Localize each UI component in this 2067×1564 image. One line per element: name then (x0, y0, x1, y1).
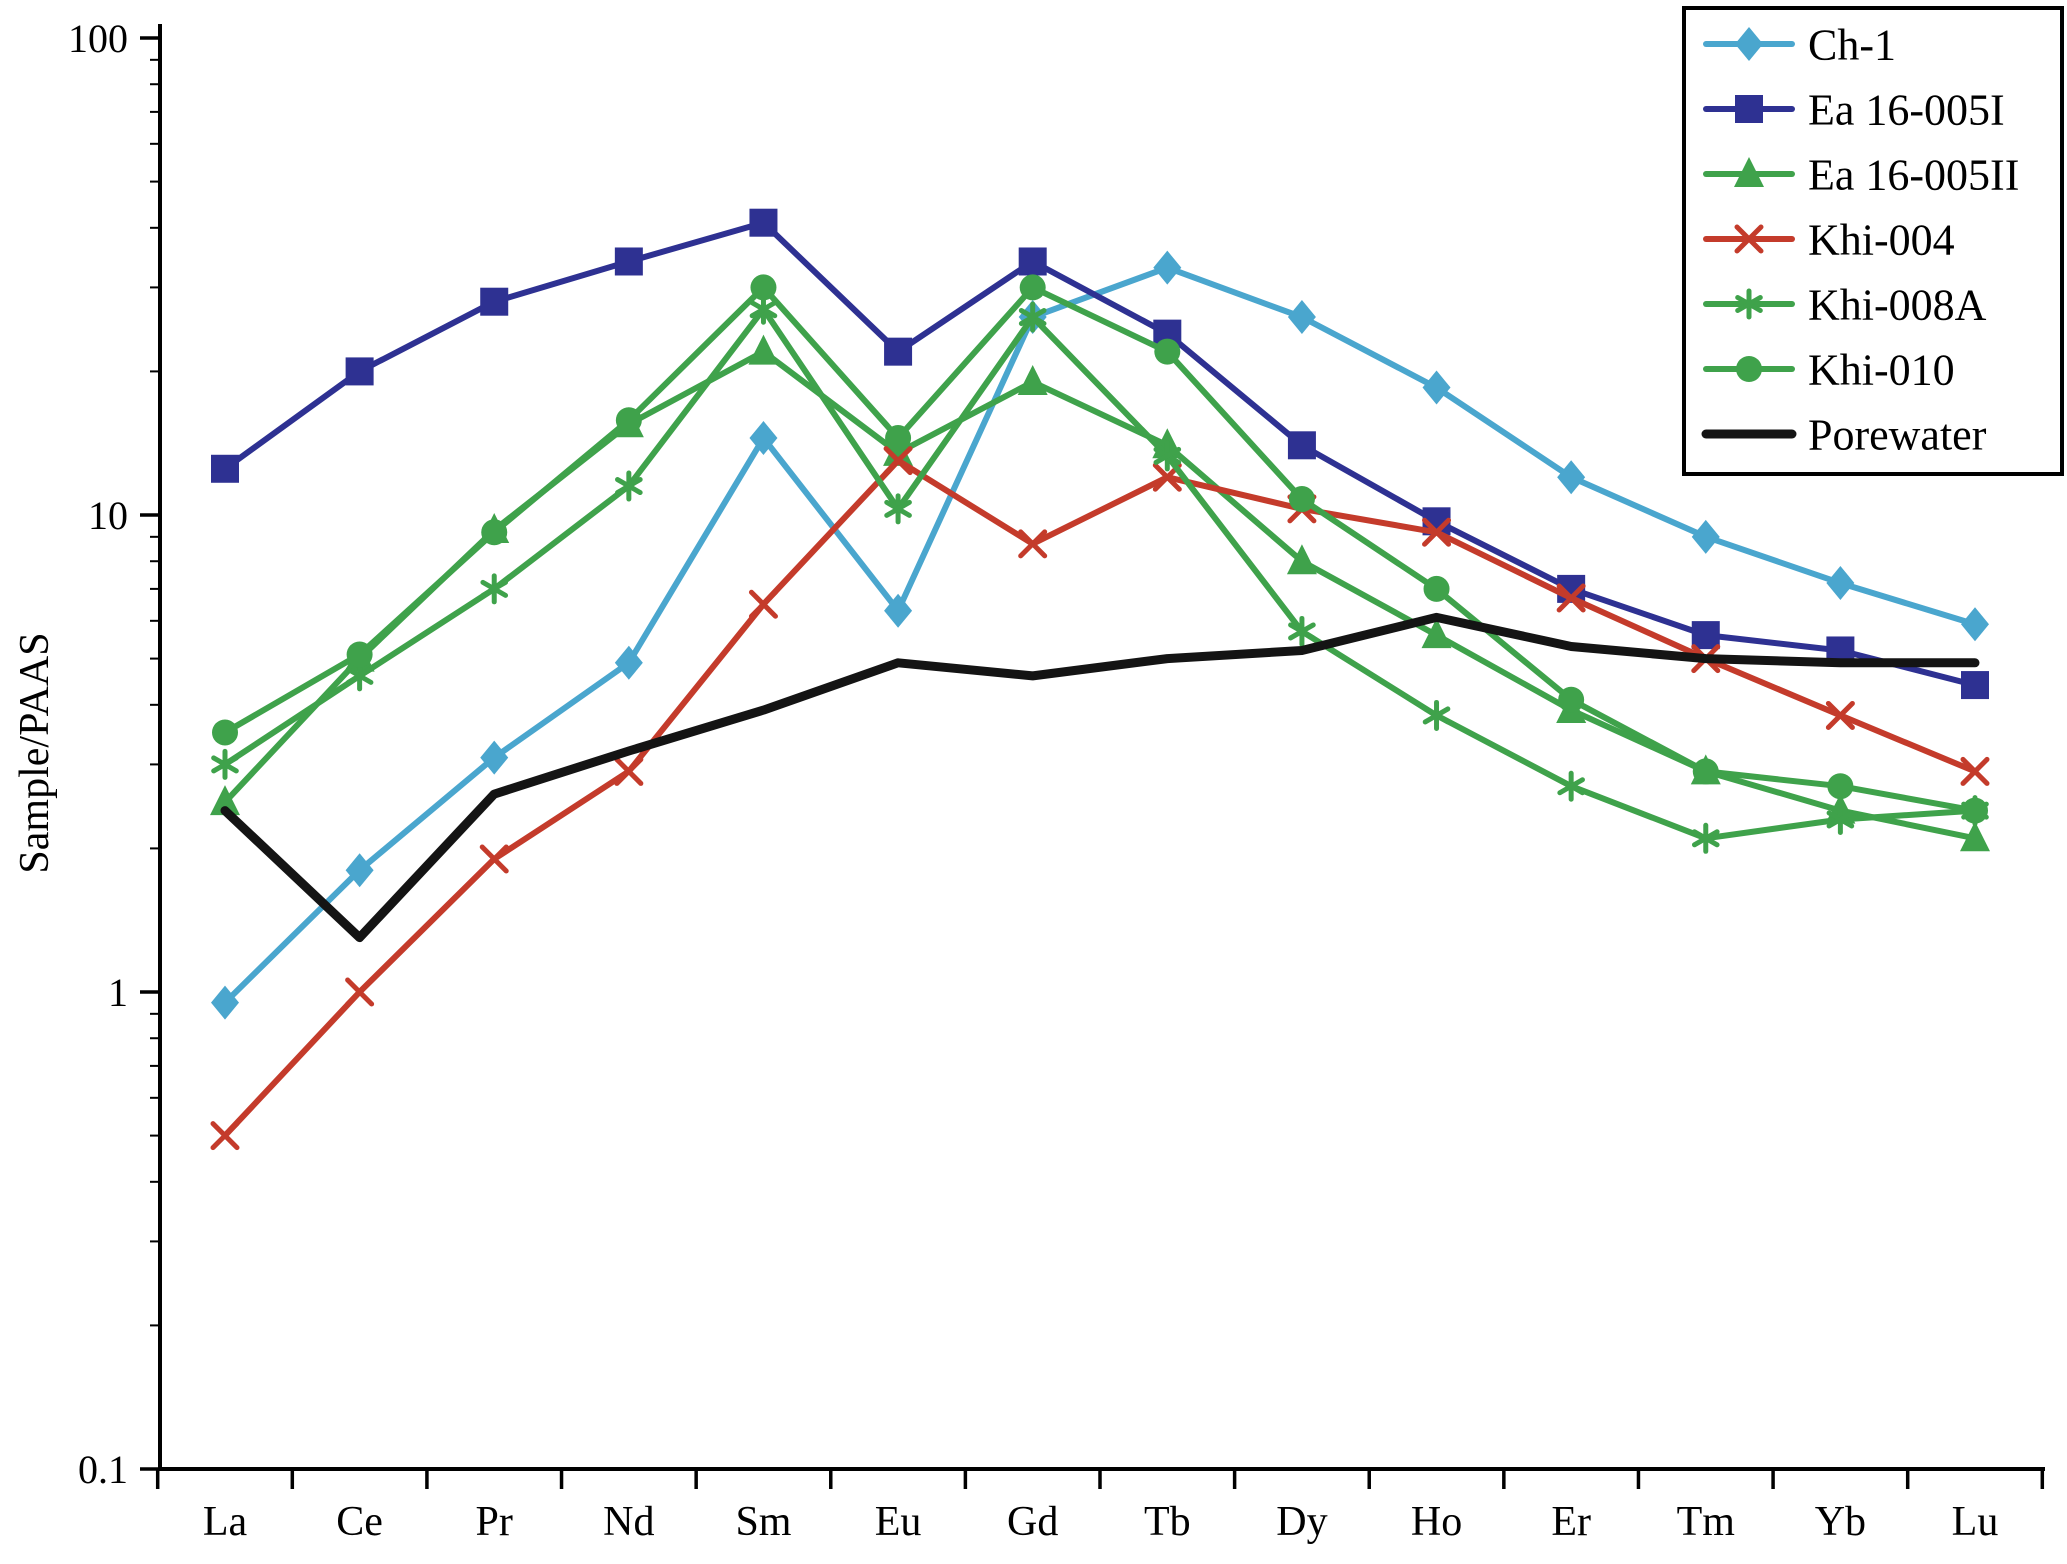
y-tick-label: 10 (88, 493, 128, 538)
y-axis-labels: 100 10 1 0.1 (68, 16, 128, 1492)
x-tick-label: Ho (1411, 1499, 1462, 1545)
legend-label: Khi-004 (1808, 215, 1955, 264)
y-tick-label: 100 (68, 16, 128, 61)
x-tick-label: Nd (603, 1499, 654, 1545)
x-tick-label: Er (1551, 1499, 1591, 1545)
legend-label: Khi-008A (1808, 280, 1987, 329)
x-tick-label: Gd (1007, 1499, 1058, 1545)
legend-label: Ea 16-005I (1808, 85, 2005, 134)
x-tick-label: Sm (735, 1499, 791, 1545)
x-tick-label: Tb (1144, 1499, 1191, 1545)
series-khi-004 (210, 446, 1990, 1151)
legend-item-khi-008a: Khi-008A (1703, 280, 1987, 329)
x-tick-label: La (203, 1499, 248, 1545)
legend-item-khi-004: Khi-004 (1703, 215, 1955, 264)
legend-item-ea-16-005ii: Ea 16-005II (1703, 150, 2019, 199)
x-tick-label: Eu (875, 1499, 922, 1545)
x-tick-label: Yb (1815, 1499, 1866, 1545)
x-axis-ticks (155, 1469, 2045, 1489)
legend-item-porewater: Porewater (1701, 410, 1987, 459)
legend-label: Porewater (1808, 410, 1987, 459)
series-khi-010 (212, 274, 1988, 824)
legend-label: Khi-010 (1808, 345, 1955, 394)
legend-item-khi-010: Khi-010 (1703, 345, 1955, 394)
y-axis-title: Sample/PAAS (12, 632, 58, 873)
legend-label: Ch-1 (1808, 20, 1896, 69)
legend: Ch-1 Ea 16-005I Ea 16-005II Khi-004 Khi-008A… (1682, 6, 2064, 476)
x-tick-label: Dy (1276, 1499, 1327, 1545)
x-tick-label: Lu (1952, 1499, 1999, 1545)
legend-item-ch-1: Ch-1 (1703, 20, 1896, 69)
x-tick-label: Pr (476, 1499, 513, 1545)
legend-item-ea-16-005i: Ea 16-005I (1703, 85, 2005, 134)
series-ea-16-005i (211, 208, 1989, 700)
x-axis-labels: La Ce Pr Nd Sm Eu Gd Tb Dy Ho Er Tm Yb Lu (203, 1499, 1998, 1545)
y-tick-label: 1 (108, 970, 128, 1015)
y-axis-minor-ticks (150, 58, 160, 1327)
y-tick-label: 0.1 (78, 1447, 128, 1492)
legend-label: Ea 16-005II (1808, 150, 2019, 199)
series-porewater (220, 612, 1980, 943)
x-tick-label: Tm (1677, 1499, 1736, 1545)
x-tick-label: Ce (336, 1499, 383, 1545)
y-axis-major-ticks (140, 36, 160, 1471)
